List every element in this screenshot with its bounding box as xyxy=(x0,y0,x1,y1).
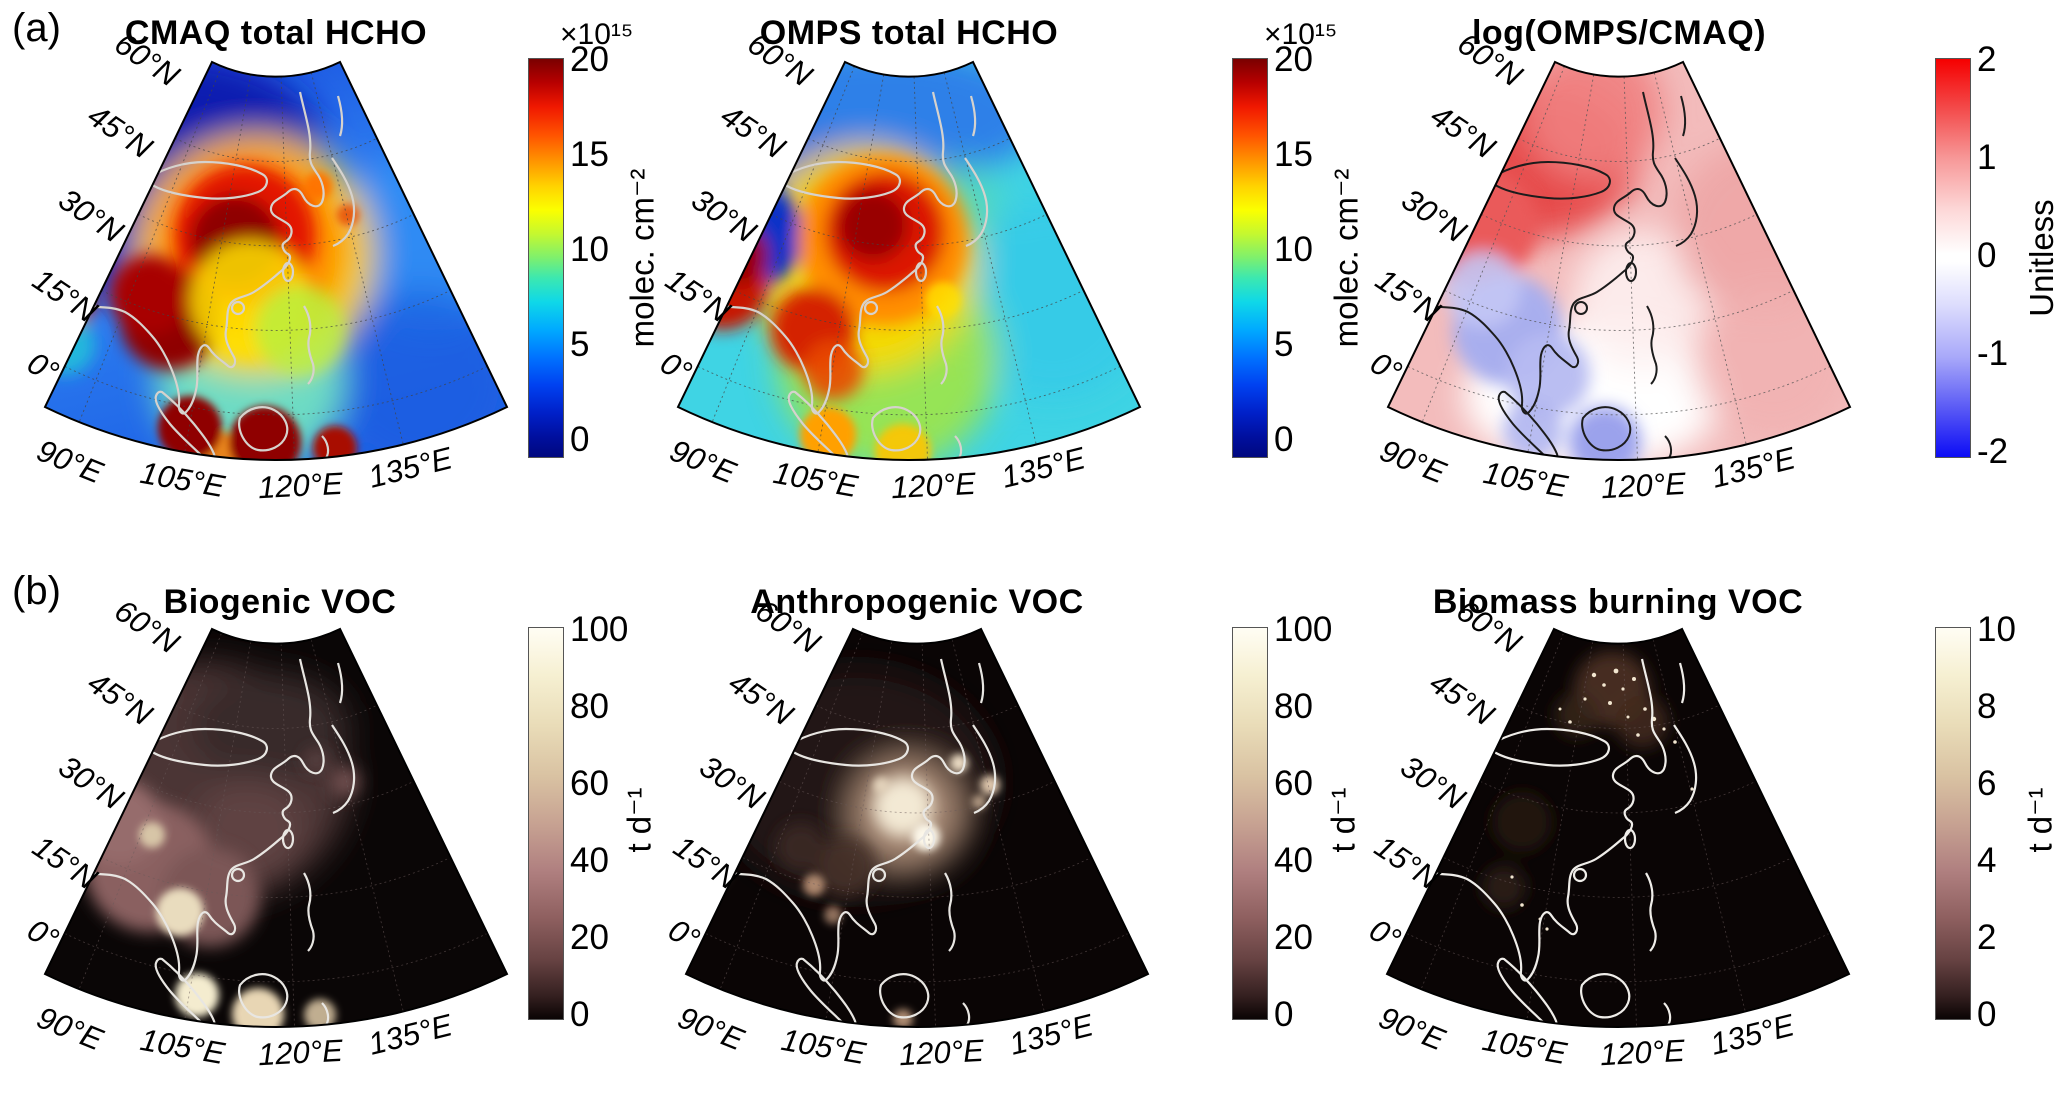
colorbar-tick: 0 xyxy=(1274,420,1294,459)
map-biogenic-svg xyxy=(44,628,508,1028)
map-cmaq-total-hcho: 60°N 45°N 30°N 15°N 0° 90°E 105°E 120°E … xyxy=(0,0,689,553)
colorbar-tick: 0 xyxy=(1274,995,1294,1034)
panel-title: Anthropogenic VOC xyxy=(750,583,1084,621)
colorbar-tick: 100 xyxy=(570,610,629,649)
colorbar-omps xyxy=(1232,58,1268,458)
colorbar-cmaq xyxy=(528,58,564,458)
colorbar-tick: 1 xyxy=(1977,138,1997,177)
colorbar-unit: t d⁻¹ xyxy=(2021,787,2059,853)
colorbar-tick: 20 xyxy=(1274,40,1313,79)
colorbar-tick: 40 xyxy=(1274,841,1313,880)
colorbar-tick: 10 xyxy=(1977,610,2016,649)
colorbar-tick: 0 xyxy=(570,420,590,459)
colorbar-tick: -2 xyxy=(1977,432,2009,471)
colorbar-tick: 10 xyxy=(1274,230,1313,269)
colorbar-tick: 60 xyxy=(570,764,609,803)
panel-title: Biogenic VOC xyxy=(163,583,397,621)
panel-title: log(OMPS/CMAQ) xyxy=(1471,14,1767,52)
panel-anthropogenic-voc: Anthropogenic VOC xyxy=(662,553,1378,1105)
colorbar-tick: 100 xyxy=(1274,610,1333,649)
panel-cmaq-total-hcho: (a) CMAQ total HCHO xyxy=(0,0,689,552)
colorbar-tick: 60 xyxy=(1274,764,1313,803)
colorbar-exponent: ×10¹⁵ xyxy=(1264,18,1338,51)
subfigure-label-a: (a) xyxy=(12,6,61,50)
map-anthropogenic-svg xyxy=(685,628,1149,1028)
colorbar-tick: 15 xyxy=(570,135,609,174)
colorbar-biogenic xyxy=(528,627,564,1020)
lon-label-120e: 120°E xyxy=(890,465,977,506)
lon-label-120e: 120°E xyxy=(257,1032,344,1073)
map-log-omps-cmaq: 60°N 45°N 30°N 15°N 0° 90°E 105°E 120°E … xyxy=(1343,0,2032,553)
colorbar-tick: 10 xyxy=(570,230,609,269)
colorbar-tick: 80 xyxy=(570,687,609,726)
lon-label-120e: 120°E xyxy=(898,1032,985,1073)
colorbar-tick: 15 xyxy=(1274,135,1313,174)
colorbar-tick: 5 xyxy=(1274,325,1294,364)
colorbar-tick: 20 xyxy=(570,918,609,957)
colorbar-biomass xyxy=(1935,627,1971,1020)
colorbar-tick: 4 xyxy=(1977,841,1997,880)
panel-title: Biomass burning VOC xyxy=(1432,583,1804,621)
map-omps-total-hcho: 60°N 45°N 30°N 15°N 0° 90°E 105°E 120°E … xyxy=(633,0,1322,553)
panel-log-omps-cmaq: log(OMPS/CMAQ) xyxy=(1364,0,2067,552)
colorbar-anthropogenic xyxy=(1232,627,1268,1020)
colorbar-logratio xyxy=(1935,58,1971,458)
panel-biogenic-voc: (b) Biogenic VOC xyxy=(0,553,689,1105)
colorbar-tick: 20 xyxy=(1274,918,1313,957)
lon-label-120e: 120°E xyxy=(1600,465,1687,506)
colorbar-tick: 0 xyxy=(1977,236,1997,275)
map-anthropogenic-voc: 60°N 45°N 30°N 15°N 0° 90°E 105°E 120°E … xyxy=(641,567,1330,1105)
map-biomass-burning-voc: 60°N 45°N 30°N 15°N 0° 90°E 105°E 120°E … xyxy=(1342,567,2031,1105)
lon-label-120e: 120°E xyxy=(1599,1032,1686,1073)
colorbar-tick: 2 xyxy=(1977,40,1997,79)
colorbar-tick: 0 xyxy=(1977,995,1997,1034)
colorbar-tick: 80 xyxy=(1274,687,1313,726)
panel-title: CMAQ total HCHO xyxy=(124,14,428,52)
map-cmaq-svg xyxy=(44,61,508,461)
colorbar-tick: 40 xyxy=(570,841,609,880)
map-omps-svg xyxy=(677,61,1141,461)
subfigure-label-b: (b) xyxy=(12,569,61,613)
colorbar-exponent: ×10¹⁵ xyxy=(560,18,634,51)
colorbar-tick: 2 xyxy=(1977,918,1997,957)
map-biogenic-voc: 60°N 45°N 30°N 15°N 0° 90°E 105°E 120°E … xyxy=(0,567,689,1105)
colorbar-tick: 6 xyxy=(1977,764,1997,803)
colorbar-tick: 8 xyxy=(1977,687,1997,726)
map-logratio-svg xyxy=(1387,61,1851,461)
colorbar-tick: -1 xyxy=(1977,334,2009,373)
lon-label-120e: 120°E xyxy=(257,465,344,506)
colorbar-tick: 20 xyxy=(570,40,609,79)
map-biomass-svg xyxy=(1386,628,1850,1028)
panel-title: OMPS total HCHO xyxy=(759,14,1059,52)
panel-biomass-burning-voc: Biomass burning VOC xyxy=(1363,553,2067,1105)
colorbar-tick: 0 xyxy=(570,995,590,1034)
panel-omps-total-hcho: OMPS total HCHO xyxy=(654,0,1378,552)
colorbar-unit: Unitless xyxy=(2023,199,2060,317)
colorbar-tick: 5 xyxy=(570,325,590,364)
